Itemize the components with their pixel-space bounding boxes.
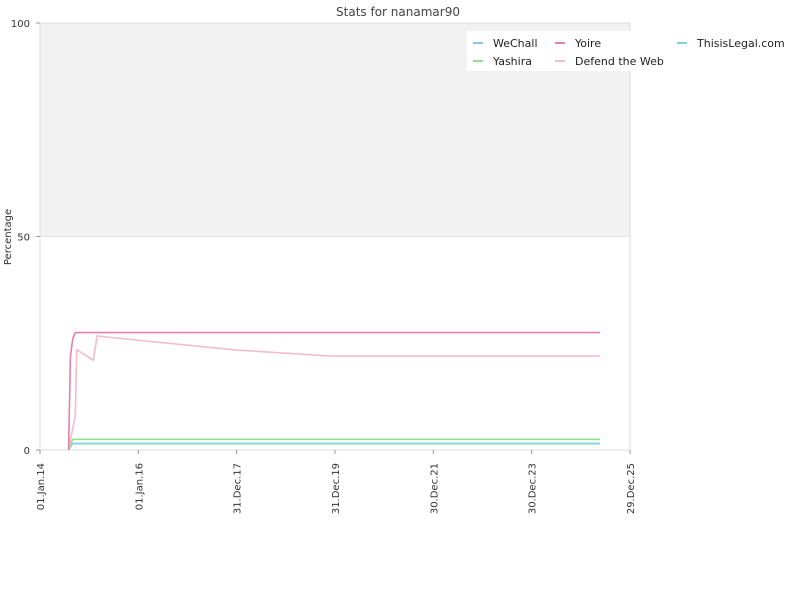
y-tick-label: 50: [17, 233, 30, 244]
x-tick-label: 31.Dec.19: [331, 463, 342, 514]
y-tick-label: 100: [11, 19, 30, 30]
series-line-yashira: [67, 438, 600, 451]
x-tick-label: 30.Dec.23: [528, 463, 539, 514]
legend-label-thisislegal-com: ThisisLegal.com: [696, 37, 785, 50]
x-tick-label: 31.Dec.17: [233, 463, 244, 514]
legend-background: [467, 31, 660, 71]
plot-area: 0 50 100 01.Jan.14 01.Jan.16 31.Dec.17 31.Dec.…: [11, 19, 637, 514]
series-line-wechall: [67, 442, 600, 451]
series-line-yoire: [67, 331, 600, 451]
x-tick-label: 30.Dec.21: [429, 463, 440, 514]
series-line-defend-the-web: [67, 335, 600, 451]
legend-label-yashira: Yashira: [492, 55, 532, 68]
y-tick-label: 0: [24, 446, 30, 457]
x-tick-label: 01.Jan.14: [36, 463, 47, 510]
chart-title: Stats for nanamar90: [336, 5, 460, 19]
legend-label-wechall: WeChall: [493, 37, 538, 50]
series-line-thisislegal-com: [67, 442, 600, 451]
legend: WeChall Yoire ThisisLegal.com Yashira Defend…: [467, 31, 785, 71]
x-tick-label: 29.Dec.25: [626, 463, 637, 514]
y-axis-label: Percentage: [3, 209, 14, 265]
x-tick-label: 01.Jan.16: [134, 463, 145, 510]
legend-label-defend-the-web: Defend the Web: [575, 55, 664, 68]
legend-label-yoire: Yoire: [574, 37, 601, 50]
